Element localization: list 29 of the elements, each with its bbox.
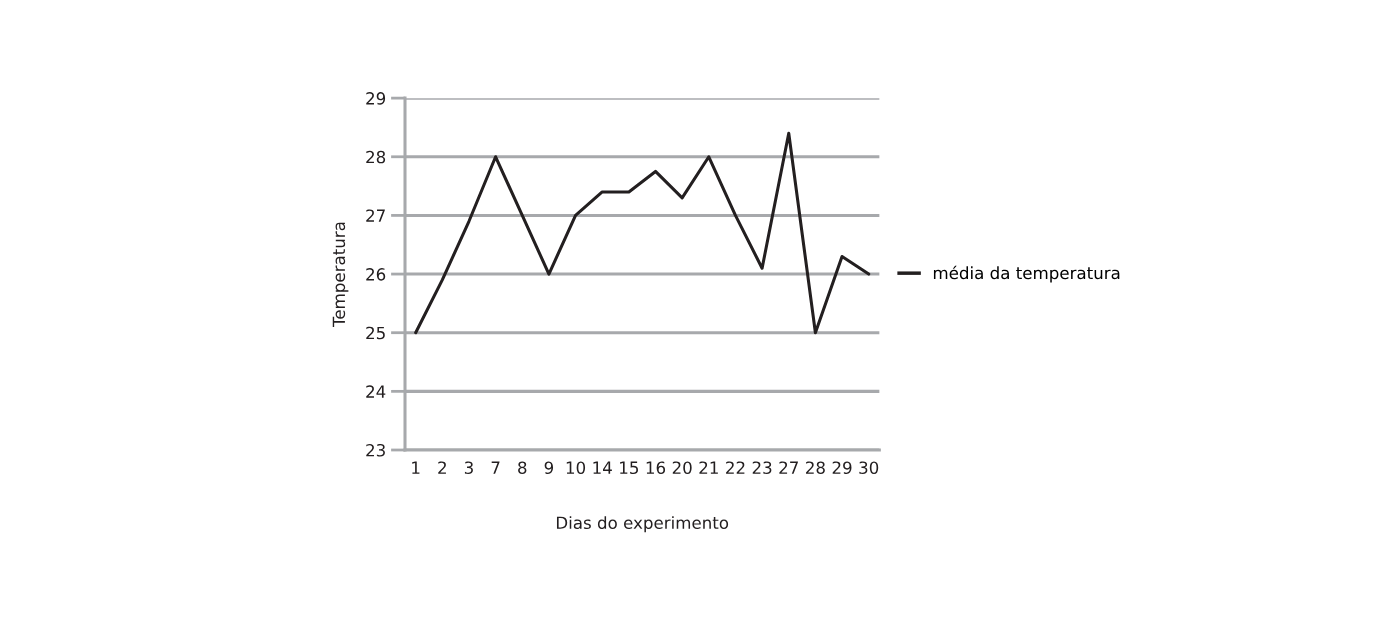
y-tick-label: 27: [366, 209, 385, 222]
x-tick-label: 2: [438, 461, 446, 474]
y-tick-label: 23: [366, 443, 385, 457]
legend-label: média da temperatura: [933, 265, 1120, 283]
y-tick-label: 25: [366, 326, 385, 340]
x-tick-label: 9: [544, 461, 554, 475]
y-axis-title: Temperatura: [332, 222, 349, 328]
x-tick-label: 7: [491, 461, 500, 474]
y-tick-label: 29: [366, 92, 386, 105]
y-tick-label: 28: [366, 150, 386, 164]
x-axis-title: Dias do experimento: [556, 516, 729, 533]
x-tick-label: 27: [779, 461, 798, 474]
line-series: [414, 131, 871, 335]
x-tick-label: 23: [752, 461, 772, 475]
y-tick-label: 26: [366, 268, 386, 281]
x-tick-label: 14: [593, 461, 612, 474]
x-tick-label: 20: [672, 461, 692, 475]
x-tick-label: 28: [806, 461, 825, 475]
x-tick-label: 21: [699, 461, 718, 474]
x-tick-label: 8: [518, 461, 527, 475]
x-tick-label: 29: [832, 461, 852, 475]
x-tick-label: 10: [566, 461, 586, 475]
x-tick-label: 16: [646, 461, 666, 475]
x-tick-label: 22: [726, 461, 745, 474]
x-tick-label: 3: [464, 461, 473, 475]
y-tick-label: 24: [366, 385, 386, 398]
x-tick-label: 15: [620, 461, 638, 475]
x-tick-label: 1: [412, 461, 420, 474]
x-tick-label: 30: [859, 461, 879, 475]
